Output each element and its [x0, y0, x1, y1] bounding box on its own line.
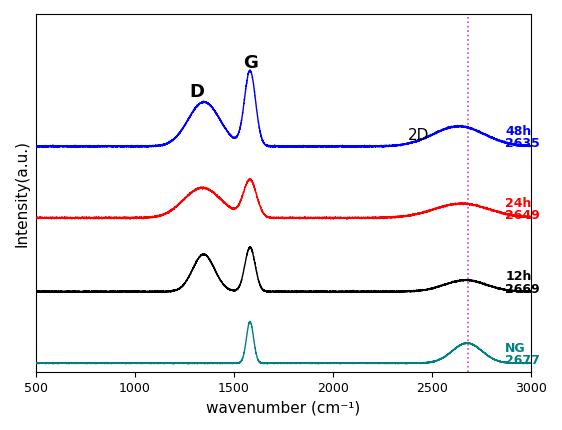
- Y-axis label: Intensity(a.u.): Intensity(a.u.): [15, 140, 30, 247]
- Text: D: D: [189, 83, 205, 101]
- X-axis label: wavenumber (cm⁻¹): wavenumber (cm⁻¹): [206, 400, 360, 415]
- Text: 2D: 2D: [407, 127, 429, 142]
- Text: G: G: [243, 53, 259, 71]
- Text: 2635: 2635: [505, 137, 540, 150]
- Text: NG: NG: [505, 341, 526, 354]
- Text: 2677: 2677: [505, 353, 540, 366]
- Text: 2649: 2649: [505, 209, 540, 221]
- Text: 12h: 12h: [505, 270, 532, 283]
- Text: 48h: 48h: [505, 125, 532, 138]
- Text: 24h: 24h: [505, 196, 532, 209]
- Text: 2669: 2669: [505, 282, 540, 295]
